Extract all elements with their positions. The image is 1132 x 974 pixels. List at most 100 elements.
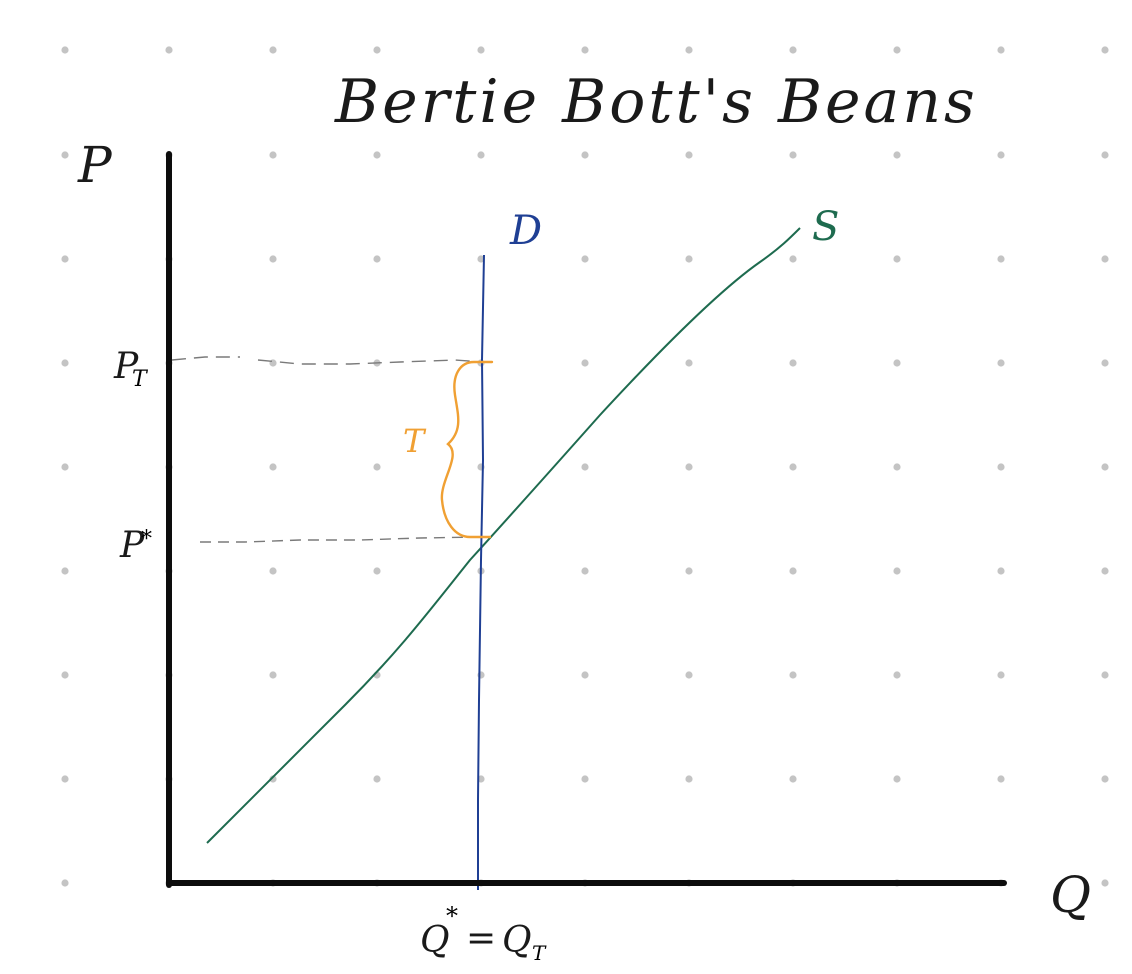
grid-dot (61, 775, 69, 783)
price-axis-label: P (77, 136, 113, 194)
grid-dot (893, 359, 901, 367)
grid-dot (373, 463, 381, 471)
grid-dot (997, 567, 1005, 575)
grid-dot (581, 46, 589, 54)
grid-dot (581, 151, 589, 159)
grid-dot (893, 567, 901, 575)
grid-dot (373, 255, 381, 263)
grid-dot (61, 671, 69, 679)
grid-dot (581, 567, 589, 575)
grid-dot (1101, 359, 1109, 367)
grid-dot (269, 567, 277, 575)
grid-dot (165, 46, 173, 54)
grid-dot (789, 46, 797, 54)
grid-dot (789, 463, 797, 471)
supply-label: S (812, 204, 839, 250)
grid-dot (373, 775, 381, 783)
grid-dot (893, 775, 901, 783)
grid-dot (789, 671, 797, 679)
grid-dot (997, 359, 1005, 367)
grid-dot (269, 775, 277, 783)
grid-dot (789, 567, 797, 575)
grid-dot (61, 879, 69, 887)
grid-dot (893, 671, 901, 679)
grid-dot (685, 151, 693, 159)
equilibrium-quantity-label: Q * = Q T (420, 902, 547, 965)
grid-dot (373, 567, 381, 575)
grid-dot (997, 151, 1005, 159)
grid-dot (581, 775, 589, 783)
grid-dot (997, 671, 1005, 679)
grid-dot (61, 255, 69, 263)
grid-dot (1101, 46, 1109, 54)
price-with-tax-subscript: T (132, 367, 149, 392)
grid-dot (269, 151, 277, 159)
grid-dot (1101, 671, 1109, 679)
grid-dot (1101, 255, 1109, 263)
grid-dot (893, 46, 901, 54)
price-with-tax-main: P (113, 346, 139, 387)
grid-dot (269, 359, 277, 367)
grid-dot (685, 463, 693, 471)
grid-dot (997, 255, 1005, 263)
grid-dot (789, 255, 797, 263)
grid-dot (61, 463, 69, 471)
grid-dot (61, 359, 69, 367)
grid-dot (581, 359, 589, 367)
grid-dot (61, 46, 69, 54)
grid-dot (477, 255, 485, 263)
grid-dot (1101, 567, 1109, 575)
demand-curve (477, 254, 485, 890)
grid-dot (581, 671, 589, 679)
grid-dot (61, 151, 69, 159)
price-with-tax-label: P T (113, 346, 149, 392)
grid-dot (1101, 151, 1109, 159)
dot-grid (61, 46, 1109, 887)
grid-dot (373, 151, 381, 159)
equilibrium-price-guide-line (200, 536, 481, 543)
equilibrium-quantity-superscript: * (446, 902, 458, 930)
grid-dot (893, 255, 901, 263)
grid-dot (789, 151, 797, 159)
equilibrium-price-main: P (119, 525, 145, 566)
grid-dot (61, 567, 69, 575)
grid-dot (1101, 775, 1109, 783)
grid-dot (373, 46, 381, 54)
grid-dot (685, 775, 693, 783)
grid-dot (685, 567, 693, 575)
price-with-tax-guide-line (171, 356, 483, 365)
equilibrium-quantity-main: Q (420, 920, 450, 961)
grid-dot (685, 255, 693, 263)
grid-dot (997, 46, 1005, 54)
supply-curve (206, 227, 801, 844)
grid-dot (789, 359, 797, 367)
grid-dot (477, 46, 485, 54)
tax-wedge-brace (440, 360, 494, 539)
tax-label: T (403, 422, 427, 460)
grid-dot (581, 255, 589, 263)
diagram-title: Bertie Bott's Beans (334, 67, 978, 137)
equilibrium-price-label: P * (119, 525, 152, 566)
quantity-axis-label: Q (1050, 866, 1091, 924)
demand-label: D (509, 208, 542, 254)
grid-dot (685, 46, 693, 54)
grid-dot (477, 151, 485, 159)
grid-dot (269, 463, 277, 471)
taxed-quantity-subscript: T (532, 941, 547, 965)
equals-sign: = (466, 918, 496, 959)
grid-dot (269, 671, 277, 679)
grid-dot (1101, 879, 1109, 887)
equilibrium-price-superscript: * (141, 527, 152, 552)
grid-dot (893, 151, 901, 159)
grid-dot (997, 775, 1005, 783)
grid-dot (1101, 463, 1109, 471)
grid-dot (789, 775, 797, 783)
grid-dot (893, 463, 901, 471)
grid-dot (581, 463, 589, 471)
grid-dot (997, 463, 1005, 471)
grid-dot (269, 46, 277, 54)
grid-dot (269, 255, 277, 263)
grid-dot (685, 359, 693, 367)
taxed-quantity-main: Q (502, 920, 532, 961)
